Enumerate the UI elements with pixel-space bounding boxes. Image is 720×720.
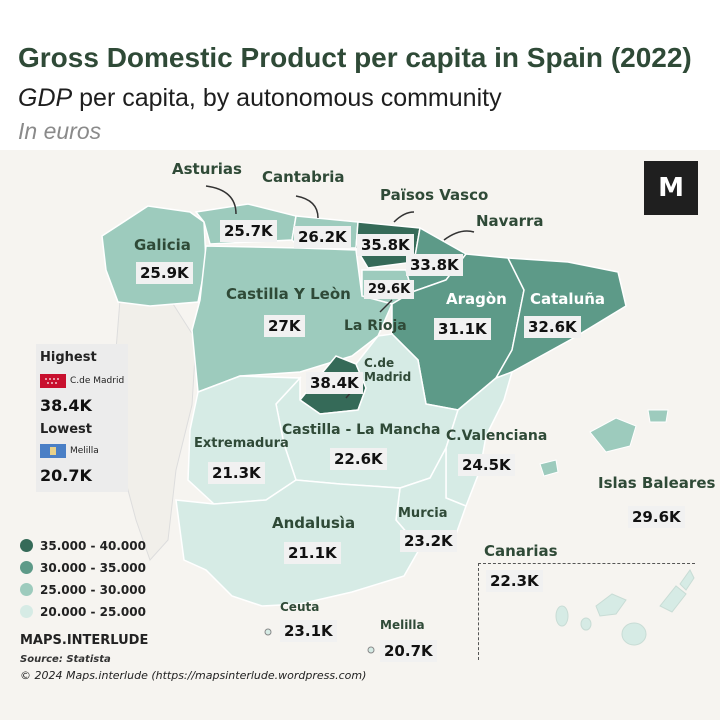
label-cantabria: Cantabria [262,168,345,186]
subtitle-rest: per capita, by autonomous community [72,84,502,112]
map-title: Gross Domestic Product per capita in Spa… [18,42,692,73]
region-galicia[interactable] [101,205,207,307]
subtitle-gdp: GDP [18,84,73,112]
label-la-rioja: La Rioja [344,318,407,334]
madrid-flag-icon [40,374,66,388]
lowest-heading: Lowest [40,422,92,437]
value-murcia: 23.2K [400,530,457,552]
label-murcia: Murcia [398,506,448,521]
value-asturias: 25.7K [220,220,277,242]
region-baleares-menorca[interactable] [647,409,669,423]
highest-name: C.de Madrid [70,376,125,386]
legend-label-35-40: 35.000 - 40.000 [40,539,146,553]
lowest-name: Melilla [70,446,99,456]
legend-label-20-25: 20.000 - 25.000 [40,605,146,619]
region-canarias[interactable] [555,569,695,646]
label-navarra: Navarra [476,212,544,230]
legend-label-30-35: 30.000 - 35.000 [40,561,146,575]
melilla-marker[interactable] [367,646,375,654]
value-la-rioja: 29.6K [364,280,415,299]
value-galicia: 25.9K [136,262,193,284]
value-canarias: 22.3K [486,570,543,592]
navarra-arrow [443,230,475,241]
label-cataluna: Cataluña [530,290,606,308]
region-baleares-ibiza[interactable] [539,459,559,477]
value-castilla-mancha: 22.6K [330,448,387,470]
label-castilla-leon: Castilla Y Leòn [226,285,351,303]
label-ceuta: Ceuta [280,600,320,614]
label-pais-vasco: Països Vasco [380,186,489,204]
brand-logo: M [644,161,698,215]
legend-label-25-30: 25.000 - 30.000 [40,583,146,597]
label-aragon: Aragòn [446,290,507,308]
footer-brand: MAPS.INTERLUDE [20,633,149,648]
legend-swatch-25-30 [20,583,33,596]
value-aragon: 31.1K [434,318,491,340]
value-melilla: 20.7K [380,640,437,662]
value-extremadura: 21.3K [208,462,265,484]
label-galicia: Galicia [134,236,191,254]
value-madrid: 38.4K [306,372,363,394]
canarias-inset-frame [478,563,695,660]
highlights-box [36,344,128,492]
label-castilla-mancha: Castilla - La Mancha [282,422,441,438]
unit-label: In euros [18,118,102,144]
pais-vasco-arrow [393,211,415,223]
label-extremadura: Extremadura [194,436,289,451]
value-andalusia: 21.1K [284,542,341,564]
value-cataluna: 32.6K [524,316,581,338]
lowest-value: 20.7K [40,466,92,485]
la-rioja-arrow [379,299,393,313]
value-navarra: 33.8K [406,254,463,276]
value-baleares: 29.6K [628,506,685,528]
value-castilla-leon: 27K [264,315,305,337]
region-baleares-mallorca[interactable] [589,417,637,453]
legend-swatch-20-25 [20,605,33,618]
legend-swatch-35-40 [20,539,33,552]
value-pais-vasco: 35.8K [357,234,414,256]
label-andalusia: Andalusìa [272,514,356,532]
footer-copyright: © 2024 Maps.interlude (https://mapsinter… [20,669,367,682]
footer-source: Source: Statista [20,654,111,665]
label-melilla: Melilla [380,618,425,632]
label-canarias: Canarias [484,542,558,560]
map-subtitle: GDP per capita, by autonomous community [18,84,502,113]
value-valenciana: 24.5K [458,454,515,476]
melilla-flag-icon [40,444,66,458]
highest-value: 38.4K [40,396,92,415]
highest-heading: Highest [40,350,97,365]
value-ceuta: 23.1K [280,620,337,642]
label-baleares: Islas Baleares [598,474,716,492]
label-asturias: Asturias [172,160,242,178]
value-cantabria: 26.2K [294,226,351,248]
asturias-arrow [205,185,237,215]
cantabria-arrow [295,195,319,219]
label-valenciana: C.Valenciana [446,428,548,444]
legend-swatch-30-35 [20,561,33,574]
ceuta-marker[interactable] [264,628,272,636]
label-madrid: C.de Madrid [364,356,412,384]
